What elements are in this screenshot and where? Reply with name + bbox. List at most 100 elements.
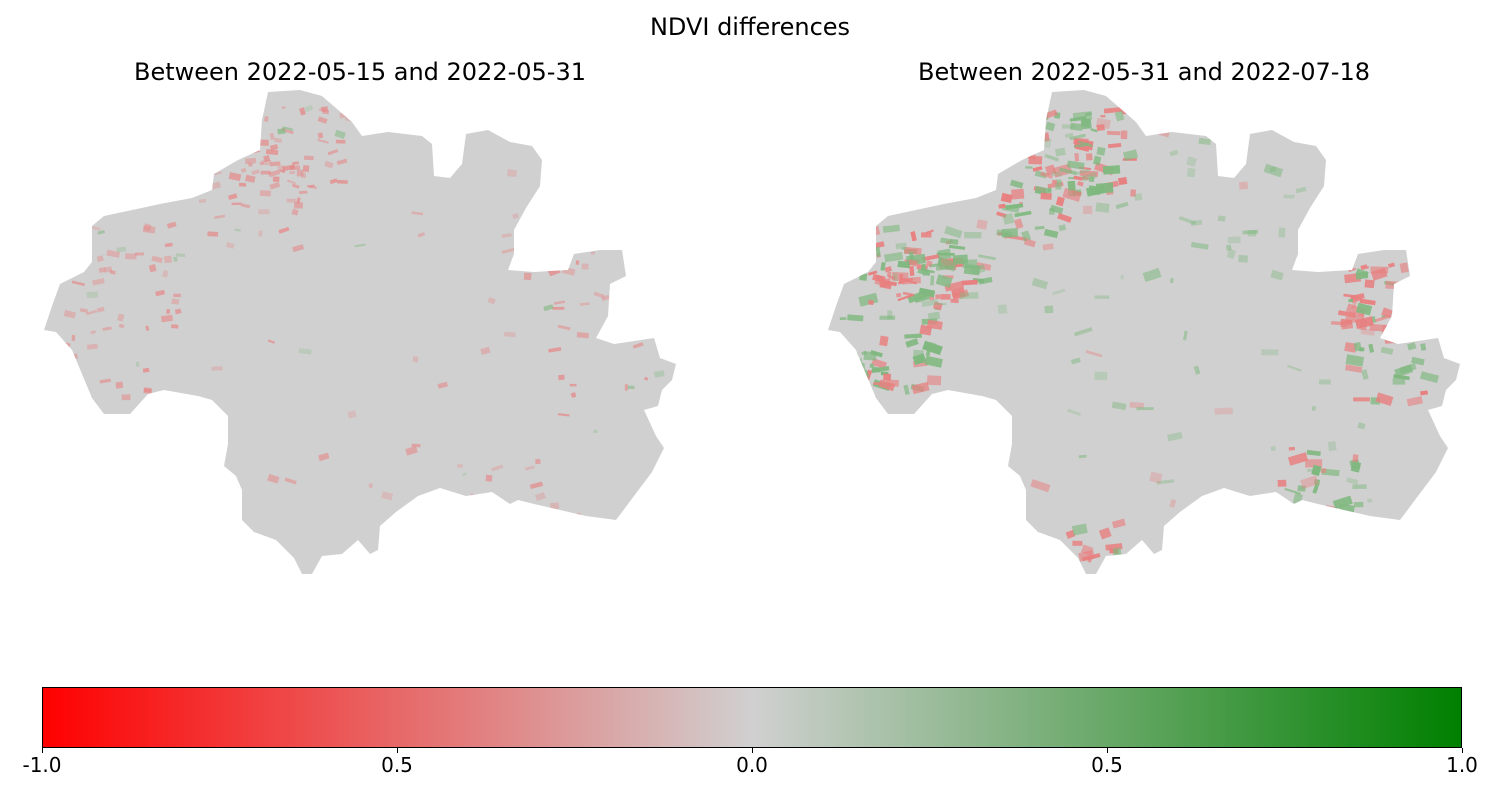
change-patch [1295, 186, 1307, 194]
change-patch [299, 107, 306, 116]
change-patch [940, 237, 959, 246]
change-patch [1352, 484, 1367, 489]
change-patch [211, 181, 221, 190]
change-patch [998, 134, 1005, 138]
change-patch [1082, 205, 1093, 215]
change-patch [1309, 132, 1329, 144]
left-ndvi-map [44, 90, 676, 574]
change-patch [1357, 422, 1366, 430]
change-patch [1011, 188, 1025, 200]
change-patch [1355, 268, 1369, 279]
change-patch [940, 294, 951, 300]
change-patch [1055, 196, 1065, 207]
change-patch [511, 212, 519, 220]
change-patch [911, 454, 919, 461]
change-patch [339, 112, 347, 119]
change-patch [959, 292, 979, 300]
change-patch [1025, 166, 1033, 169]
change-patch [1346, 477, 1359, 485]
change-patch [1142, 267, 1162, 283]
change-patch [437, 381, 448, 389]
colorbar-tick-mark [751, 748, 753, 753]
change-patch [991, 139, 1001, 147]
change-patch [926, 319, 943, 330]
change-patch [259, 190, 271, 197]
change-patch [1368, 343, 1375, 353]
change-patch [258, 230, 263, 237]
change-patch [1044, 305, 1054, 314]
change-patch [543, 304, 554, 312]
change-patch [380, 121, 391, 126]
change-patch [77, 253, 90, 262]
change-patch [879, 335, 889, 347]
change-patch [1111, 518, 1126, 529]
change-patch [976, 219, 988, 230]
change-patch [317, 132, 324, 139]
change-patch [1040, 192, 1052, 200]
change-patch [1353, 342, 1362, 352]
change-patch [930, 275, 935, 286]
change-patch [90, 226, 101, 231]
change-patch [151, 255, 163, 264]
change-patch [160, 314, 173, 323]
change-patch [1345, 313, 1365, 324]
change-patch [879, 278, 891, 288]
change-patch [1044, 109, 1058, 119]
change-patch [891, 272, 909, 282]
change-patch [318, 452, 330, 462]
change-patch [584, 240, 597, 247]
change-patch [1067, 408, 1082, 416]
change-patch [1044, 153, 1060, 162]
change-patch [1059, 167, 1077, 176]
change-patch [320, 106, 329, 113]
change-patch [895, 242, 907, 250]
change-patch [268, 169, 281, 178]
change-patch [1039, 171, 1054, 179]
change-patch [118, 323, 125, 329]
change-patch [1353, 397, 1370, 402]
change-patch [1327, 440, 1337, 452]
change-patch [844, 384, 859, 392]
change-patch [251, 169, 260, 176]
change-patch [1072, 540, 1083, 546]
change-patch [897, 294, 913, 302]
change-patch [269, 132, 276, 141]
change-patch [501, 233, 512, 238]
change-patch [85, 309, 98, 316]
change-patch [1034, 225, 1045, 230]
change-patch [528, 247, 540, 253]
change-patch [997, 304, 1008, 315]
change-patch [553, 261, 560, 269]
left-panel-title: Between 2022-05-15 and 2022-05-31 [133, 58, 586, 86]
change-patch [503, 536, 512, 543]
change-patch [198, 198, 207, 204]
change-patch [1340, 324, 1348, 327]
colorbar-tick-mark [1461, 748, 1463, 753]
change-patch [1385, 280, 1403, 290]
change-patch [918, 287, 936, 298]
change-patch [318, 107, 326, 112]
change-patch [269, 181, 281, 190]
change-patch [1120, 275, 1124, 280]
change-patch [883, 373, 891, 381]
change-patch [1387, 262, 1396, 268]
change-patch [329, 178, 338, 185]
change-patch [264, 116, 269, 123]
change-patch [277, 164, 286, 172]
change-patch [1306, 449, 1321, 457]
change-patch [1186, 168, 1196, 178]
change-patch [64, 353, 79, 361]
change-patch [1103, 106, 1123, 114]
change-patch [601, 294, 610, 302]
change-patch [1420, 390, 1428, 396]
change-patch [1237, 143, 1248, 148]
change-patch [1318, 379, 1331, 385]
change-patch [411, 443, 421, 448]
change-patch [381, 491, 393, 501]
change-patch [882, 224, 900, 233]
change-patch [1055, 179, 1062, 190]
change-patch [272, 176, 280, 182]
change-patch [90, 330, 96, 335]
change-patch [86, 343, 98, 350]
change-patch [950, 298, 959, 304]
